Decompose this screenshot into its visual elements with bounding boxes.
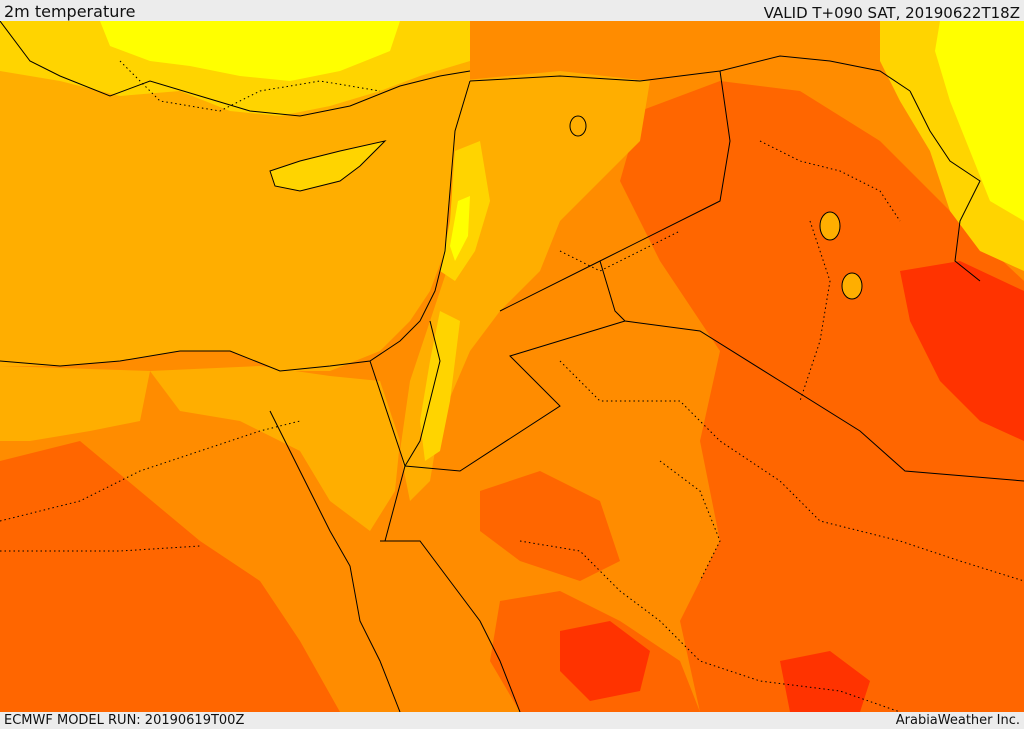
temperature-map <box>0 21 1024 712</box>
very-hot-zone-center <box>480 471 620 581</box>
region-boundaries <box>0 60 1024 712</box>
cool-zone-anatolia <box>100 21 400 81</box>
map-footer: ECMWF MODEL RUN: 20190619T00Z ArabiaWeat… <box>0 712 1024 729</box>
very-hot-zone-sw <box>0 441 340 712</box>
mild-zone-jordan-highlands <box>420 311 460 461</box>
extreme-zone-iraq <box>900 261 1024 441</box>
model-run-label: ECMWF MODEL RUN: 20190619T00Z <box>4 713 245 728</box>
map-canvas <box>0 21 1024 712</box>
valid-time-label: VALID T+090 SAT, 20190622T18Z <box>763 4 1020 22</box>
warm-belt-egypt <box>150 366 400 531</box>
warm-patch-north-egypt <box>0 366 150 441</box>
credit-label: ArabiaWeather Inc. <box>895 713 1020 728</box>
mediterranean-sea <box>0 21 470 371</box>
lakes <box>569 115 863 300</box>
map-header: 2m temperature VALID T+090 SAT, 20190622… <box>0 0 1024 22</box>
coastlines <box>0 21 521 712</box>
cool-zone-lebanon-mountains <box>450 196 470 261</box>
map-title: 2m temperature <box>4 2 136 21</box>
cool-zone-zagros <box>935 21 1024 221</box>
extreme-zone-south <box>560 621 650 701</box>
country-borders <box>369 55 1024 542</box>
very-hot-zone-east <box>620 81 1024 712</box>
extreme-zone-south2 <box>780 651 870 712</box>
